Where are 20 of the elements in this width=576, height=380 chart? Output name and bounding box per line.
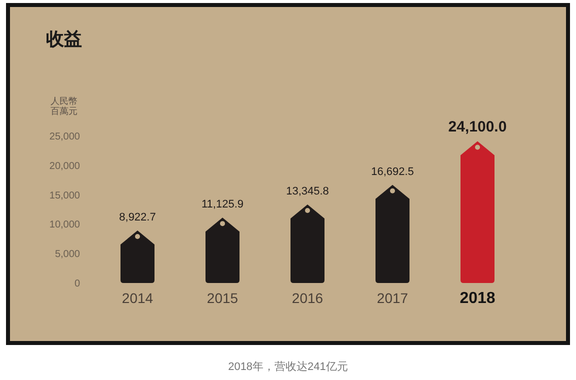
x-tick-label: 2014	[122, 290, 154, 306]
data-label: 8,922.7	[119, 212, 156, 224]
y-axis-title: 人民幣百萬元	[50, 96, 78, 116]
y-tick-label: 10,000	[49, 220, 80, 231]
y-tick-label: 20,000	[49, 160, 80, 172]
x-tick-label: 2017	[376, 290, 408, 306]
x-tick-label: 2016	[292, 290, 324, 306]
y-tick-label: 5,000	[54, 249, 80, 260]
data-label: 16,692.5	[371, 166, 414, 178]
data-label: 11,125.9	[201, 198, 244, 211]
text: 2018年，营收达241亿元	[228, 360, 348, 373]
bar	[460, 141, 494, 283]
y-tick-label: 25,000	[49, 132, 80, 142]
data-label: 13,345.8	[286, 186, 329, 198]
y-tick-label: 15,000	[49, 190, 80, 202]
data-label: 24,100.0	[448, 118, 507, 136]
y-tick-label: 0	[74, 278, 80, 290]
x-tick-label: 2015	[206, 290, 238, 306]
x-tick-label: 2018	[460, 290, 496, 307]
chart-title: 收益	[46, 29, 82, 49]
